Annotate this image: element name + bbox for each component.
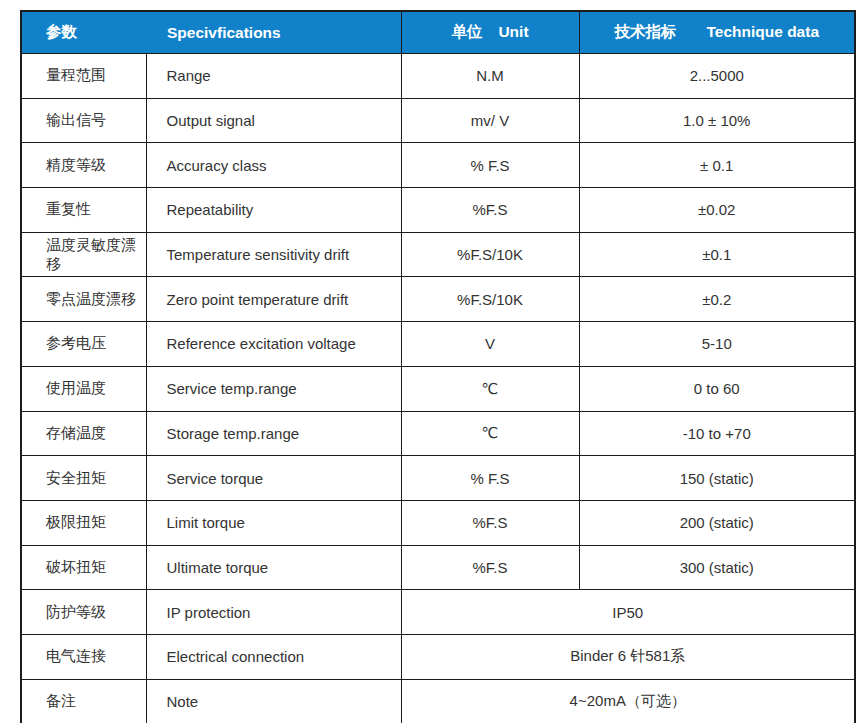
value-cell: ±0.02 (579, 188, 855, 233)
unit-cell: ℃ (401, 366, 579, 411)
spec-en-cell: Service temp.range (146, 366, 401, 411)
merged-value-cell: 4~20mA（可选） (401, 679, 855, 723)
param-zh-cell: 安全扭矩 (21, 456, 146, 501)
value-cell: 200 (static) (579, 500, 855, 545)
header-data-zh-label: 技术指标 (614, 23, 676, 40)
header-unit-en-label: Unit (498, 23, 528, 40)
param-zh-cell: 破坏扭矩 (21, 545, 146, 590)
unit-cell: %F.S/10K (401, 232, 579, 277)
table-row: 使用温度Service temp.range℃0 to 60 (21, 366, 855, 411)
param-zh-cell: 备注 (21, 679, 146, 723)
value-cell: 150 (static) (579, 456, 855, 501)
header-cell-param-spec: 参数 Specivfications (21, 11, 401, 54)
table-row: 安全扭矩Service torque% F.S150 (static) (21, 456, 855, 501)
param-zh-cell: 量程范围 (21, 54, 146, 99)
param-zh-cell: 防护等级 (21, 590, 146, 635)
table-row: 重复性Repeatability%F.S±0.02 (21, 188, 855, 233)
spec-table: 参数 Specivfications 单位 Unit 技术指标 Technique … (20, 10, 856, 723)
param-zh-cell: 使用温度 (21, 366, 146, 411)
value-cell: -10 to +70 (579, 411, 855, 456)
header-row: 参数 Specivfications 单位 Unit 技术指标 Technique … (21, 11, 855, 54)
param-zh-cell: 极限扭矩 (21, 500, 146, 545)
unit-cell: %F.S (401, 500, 579, 545)
spec-en-cell: Temperature sensitivity drift (146, 232, 401, 277)
header-spec-en-label: Specivfications (147, 24, 281, 42)
spec-en-cell: Zero point temperature drift (146, 277, 401, 322)
spec-en-cell: Ultimate torque (146, 545, 401, 590)
param-zh-cell: 输出信号 (21, 98, 146, 143)
param-zh-cell: 温度灵敏度漂移 (21, 232, 146, 277)
param-zh-cell: 参考电压 (21, 322, 146, 367)
header-cell-technique-data: 技术指标 Technique data (579, 11, 855, 54)
spec-en-cell: Note (146, 679, 401, 723)
table-row: 破坏扭矩Ultimate torque%F.S300 (static) (21, 545, 855, 590)
merged-value-cell: IP50 (401, 590, 855, 635)
value-cell: 1.0 ± 10% (579, 98, 855, 143)
header-param-spec-flex: 参数 Specivfications (22, 22, 401, 43)
param-zh-cell: 重复性 (21, 188, 146, 233)
table-row: 备注Note4~20mA（可选） (21, 679, 855, 723)
unit-cell: %F.S (401, 545, 579, 590)
header-cell-unit: 单位 Unit (401, 11, 579, 54)
header-param-zh-label: 参数 (22, 22, 147, 43)
spec-en-cell: IP protection (146, 590, 401, 635)
unit-cell: mv/ V (401, 98, 579, 143)
table-row: 存储温度Storage temp.range℃-10 to +70 (21, 411, 855, 456)
param-zh-cell: 零点温度漂移 (21, 277, 146, 322)
spec-en-cell: Limit torque (146, 500, 401, 545)
spec-en-cell: Reference excitation voltage (146, 322, 401, 367)
unit-cell: N.M (401, 54, 579, 99)
table-row: 电气连接Electrical connectionBinder 6 针581系 (21, 634, 855, 679)
merged-value-cell: Binder 6 针581系 (401, 634, 855, 679)
table-body: 量程范围RangeN.M2...5000输出信号Output signalmv/… (21, 54, 855, 723)
header-unit-zh-label: 单位 (451, 23, 482, 40)
spec-sheet-page: 参数 Specivfications 单位 Unit 技术指标 Technique … (0, 0, 867, 723)
table-row: 精度等级Accuracy class% F.S± 0.1 (21, 143, 855, 188)
spec-en-cell: Service torque (146, 456, 401, 501)
unit-cell: V (401, 322, 579, 367)
header-data-en-label: Technique data (706, 23, 819, 40)
param-zh-cell: 电气连接 (21, 634, 146, 679)
value-cell: ±0.2 (579, 277, 855, 322)
table-row: 零点温度漂移Zero point temperature drift%F.S/1… (21, 277, 855, 322)
value-cell: 5-10 (579, 322, 855, 367)
value-cell: 300 (static) (579, 545, 855, 590)
unit-cell: %F.S (401, 188, 579, 233)
table-row: 量程范围RangeN.M2...5000 (21, 54, 855, 99)
param-zh-cell: 精度等级 (21, 143, 146, 188)
spec-en-cell: Range (146, 54, 401, 99)
value-cell: ± 0.1 (579, 143, 855, 188)
unit-cell: % F.S (401, 456, 579, 501)
table-row: 极限扭矩Limit torque%F.S200 (static) (21, 500, 855, 545)
spec-en-cell: Repeatability (146, 188, 401, 233)
unit-cell: % F.S (401, 143, 579, 188)
spec-en-cell: Storage temp.range (146, 411, 401, 456)
value-cell: 0 to 60 (579, 366, 855, 411)
value-cell: ±0.1 (579, 232, 855, 277)
spec-en-cell: Output signal (146, 98, 401, 143)
spec-en-cell: Electrical connection (146, 634, 401, 679)
table-row: 参考电压Reference excitation voltageV5-10 (21, 322, 855, 367)
spec-en-cell: Accuracy class (146, 143, 401, 188)
unit-cell: ℃ (401, 411, 579, 456)
unit-cell: %F.S/10K (401, 277, 579, 322)
table-row: 输出信号Output signalmv/ V1.0 ± 10% (21, 98, 855, 143)
param-zh-cell: 存储温度 (21, 411, 146, 456)
table-row: 温度灵敏度漂移Temperature sensitivity drift%F.S… (21, 232, 855, 277)
table-row: 防护等级IP protectionIP50 (21, 590, 855, 635)
value-cell: 2...5000 (579, 54, 855, 99)
